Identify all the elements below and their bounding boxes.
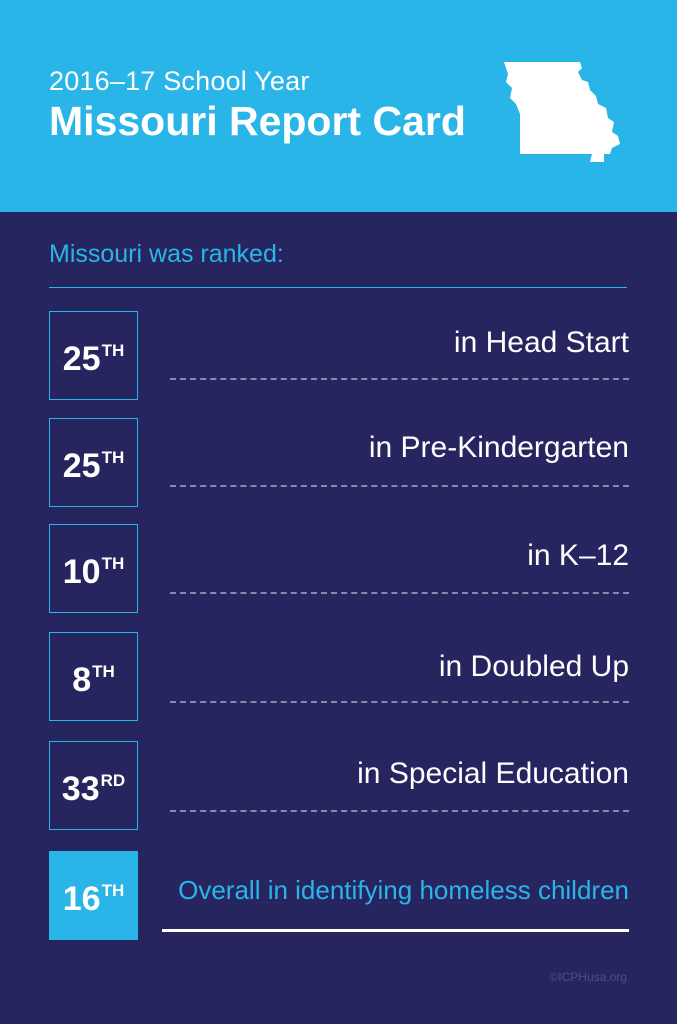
page-title: Missouri Report Card bbox=[49, 98, 466, 144]
dashed-divider bbox=[170, 592, 629, 594]
rank-suffix: TH bbox=[101, 447, 125, 467]
rank-suffix: TH bbox=[92, 661, 115, 681]
rank-label-doubled-up: in Doubled Up bbox=[438, 650, 629, 683]
rank-number: 10 bbox=[62, 552, 101, 591]
rank-label-k12: in K–12 bbox=[527, 539, 629, 572]
rank-suffix: TH bbox=[101, 880, 125, 900]
rank-box-special-ed: 33RD bbox=[49, 741, 138, 830]
subtitle: 2016–17 School Year bbox=[49, 66, 310, 96]
rank-number: 8 bbox=[72, 660, 92, 699]
rank-suffix: TH bbox=[101, 340, 125, 360]
dashed-divider bbox=[170, 378, 629, 380]
rank-label-pre-k: in Pre-Kindergarten bbox=[368, 431, 629, 464]
rank-box-head-start: 25TH bbox=[49, 311, 138, 400]
missouri-state-icon bbox=[504, 62, 620, 162]
rank-box-k12: 10TH bbox=[49, 524, 138, 613]
rank-label-overall: Overall in identifying homeless children bbox=[178, 875, 629, 905]
rank-number: 16 bbox=[62, 879, 101, 918]
rank-label-special-ed: in Special Education bbox=[357, 757, 629, 790]
dashed-divider bbox=[170, 810, 629, 812]
rank-box-overall: 16TH bbox=[49, 851, 138, 940]
rank-number: 25 bbox=[62, 446, 101, 485]
rank-box-doubled-up: 8TH bbox=[49, 632, 138, 721]
header-banner: 2016–17 School Year Missouri Report Card bbox=[0, 0, 677, 212]
rank-suffix: RD bbox=[100, 770, 126, 790]
divider bbox=[49, 287, 627, 288]
dashed-divider bbox=[170, 701, 629, 703]
dashed-divider bbox=[170, 485, 629, 487]
copyright-text: ©ICPHusa.org bbox=[549, 970, 627, 984]
rank-box-pre-k: 25TH bbox=[49, 418, 138, 507]
solid-divider bbox=[162, 929, 629, 932]
intro-text: Missouri was ranked: bbox=[49, 240, 284, 268]
rank-number: 25 bbox=[62, 339, 101, 378]
rank-label-head-start: in Head Start bbox=[453, 326, 629, 359]
rank-suffix: TH bbox=[101, 553, 125, 573]
rank-number: 33 bbox=[61, 769, 100, 808]
